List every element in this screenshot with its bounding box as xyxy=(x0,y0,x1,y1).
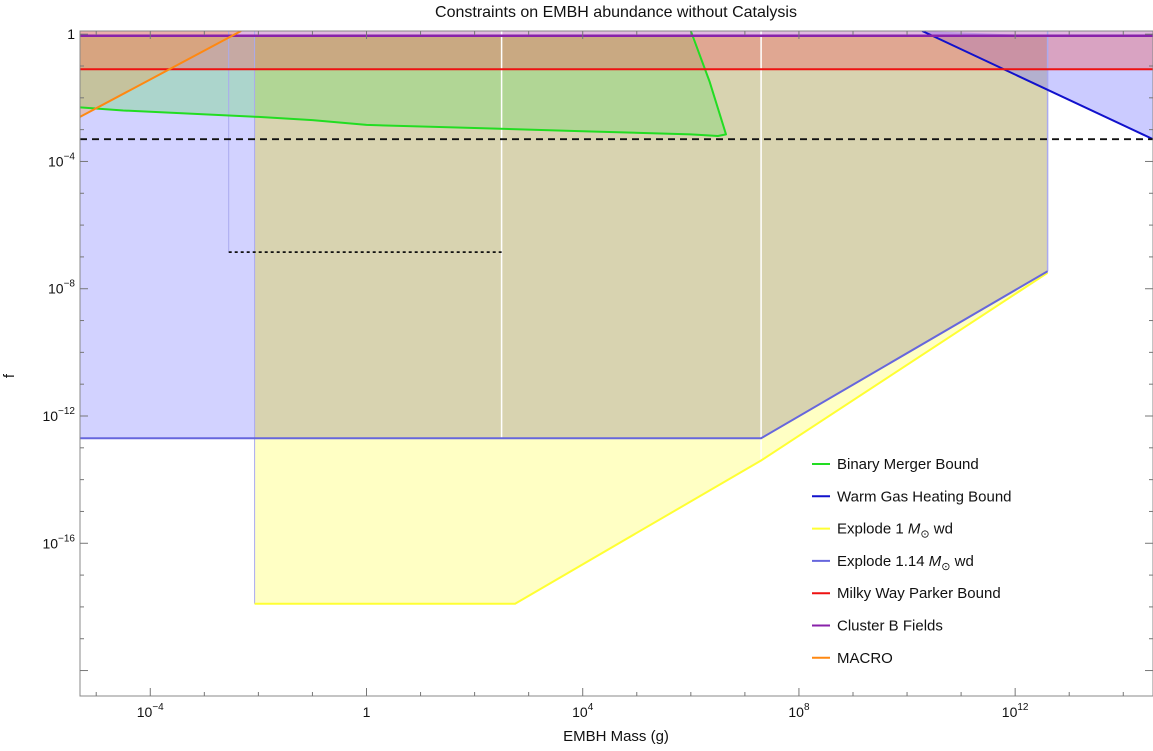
explode-1-14-m-wd-line xyxy=(80,270,1049,440)
region-boundaries xyxy=(228,31,1049,604)
legend-label: Cluster B Fields xyxy=(837,618,943,635)
legend-label: Binary Merger Bound xyxy=(837,456,979,473)
x-tick-label: 108 xyxy=(788,702,810,720)
axis-ticks xyxy=(80,31,1153,696)
legend-label: Explode 1 M⊙ wd xyxy=(837,521,953,541)
macro-line xyxy=(80,31,242,118)
legend-item: Explode 1.14 M⊙ wd xyxy=(812,553,974,573)
y-tick-label: 10−16 xyxy=(42,533,75,551)
warm-gas-heating-bound-line xyxy=(921,31,1153,141)
y-tick-label: 10−12 xyxy=(42,406,75,424)
legend-item: Binary Merger Bound xyxy=(812,456,979,473)
binary-merger-bound-line xyxy=(80,31,727,137)
legend-label: Milky Way Parker Bound xyxy=(837,585,1001,602)
x-tick-label: 1012 xyxy=(1002,702,1029,720)
legend-item: Warm Gas Heating Bound xyxy=(812,488,1012,505)
legend-label: Warm Gas Heating Bound xyxy=(837,488,1012,505)
overlap-region xyxy=(254,35,1048,439)
legend-item: Milky Way Parker Bound xyxy=(812,585,1001,602)
legend-item: Explode 1 M⊙ wd xyxy=(812,521,953,541)
legend-item: Cluster B Fields xyxy=(812,618,943,635)
x-tick-label: 104 xyxy=(572,702,594,720)
explode-1-m-wd-line xyxy=(254,271,1049,605)
chart-title: Constraints on EMBH abundance without Ca… xyxy=(435,4,797,21)
legend-item: MACRO xyxy=(812,650,893,667)
shaded-regions xyxy=(80,31,1153,604)
y-tick-label: 10−4 xyxy=(48,151,75,169)
x-tick-label: 10−4 xyxy=(137,702,164,720)
legend: Binary Merger Bound Warm Gas Heating Boun… xyxy=(812,456,1012,667)
legend-label: Explode 1.14 M⊙ wd xyxy=(837,553,974,573)
legend-label: MACRO xyxy=(837,650,893,667)
bound-lines xyxy=(80,31,1153,605)
x-axis-label: EMBH Mass (g) xyxy=(563,728,669,745)
y-tick-label: 10−8 xyxy=(48,279,75,297)
binary-merger-region xyxy=(80,35,726,136)
milky-way-region xyxy=(80,35,1153,70)
y-tick-label: 1 xyxy=(67,26,75,42)
y-axis-label: f xyxy=(1,373,18,378)
plot-frame xyxy=(79,30,1153,697)
tick-labels: 10−4 1 104 108 1012 1 10−4 10−8 10−12 10−16 xyxy=(42,26,1028,720)
x-tick-label: 1 xyxy=(363,704,371,720)
